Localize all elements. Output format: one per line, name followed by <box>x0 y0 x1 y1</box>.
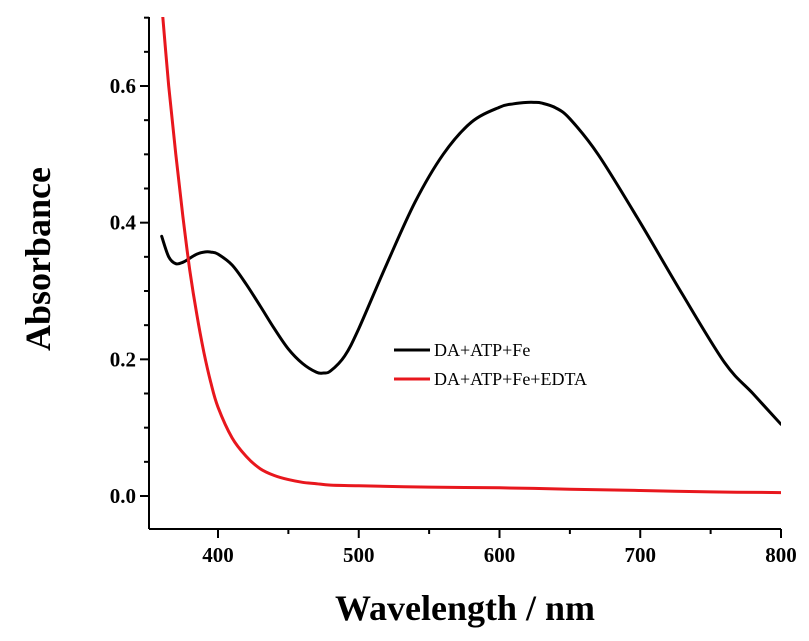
x-axis-title: Wavelength / nm <box>335 588 595 628</box>
curves-group <box>160 17 781 495</box>
x-tick-label: 700 <box>625 543 657 567</box>
y-tick-label: 0.4 <box>110 211 137 235</box>
legend-label: DA+ATP+Fe <box>434 340 530 360</box>
y-ticks-group: 0.0 0.2 0.4 0.6 <box>110 16 149 508</box>
series-line-da-atp-fe-edta <box>161 17 781 495</box>
y-axis-title: Absorbance <box>18 167 58 351</box>
x-ticks-group: 400 500 600 700 800 <box>202 529 797 567</box>
x-tick-label: 400 <box>202 543 234 567</box>
x-tick-label: 800 <box>765 543 797 567</box>
series-line-da-atp-fe <box>160 100 781 426</box>
legend: DA+ATP+Fe DA+ATP+Fe+EDTA <box>394 340 587 389</box>
legend-label: DA+ATP+Fe+EDTA <box>434 369 587 389</box>
x-tick-label: 500 <box>343 543 375 567</box>
x-tick-label: 600 <box>484 543 516 567</box>
y-tick-label: 0.2 <box>110 347 136 371</box>
y-tick-label: 0.0 <box>110 484 136 508</box>
y-tick-label: 0.6 <box>110 74 136 98</box>
